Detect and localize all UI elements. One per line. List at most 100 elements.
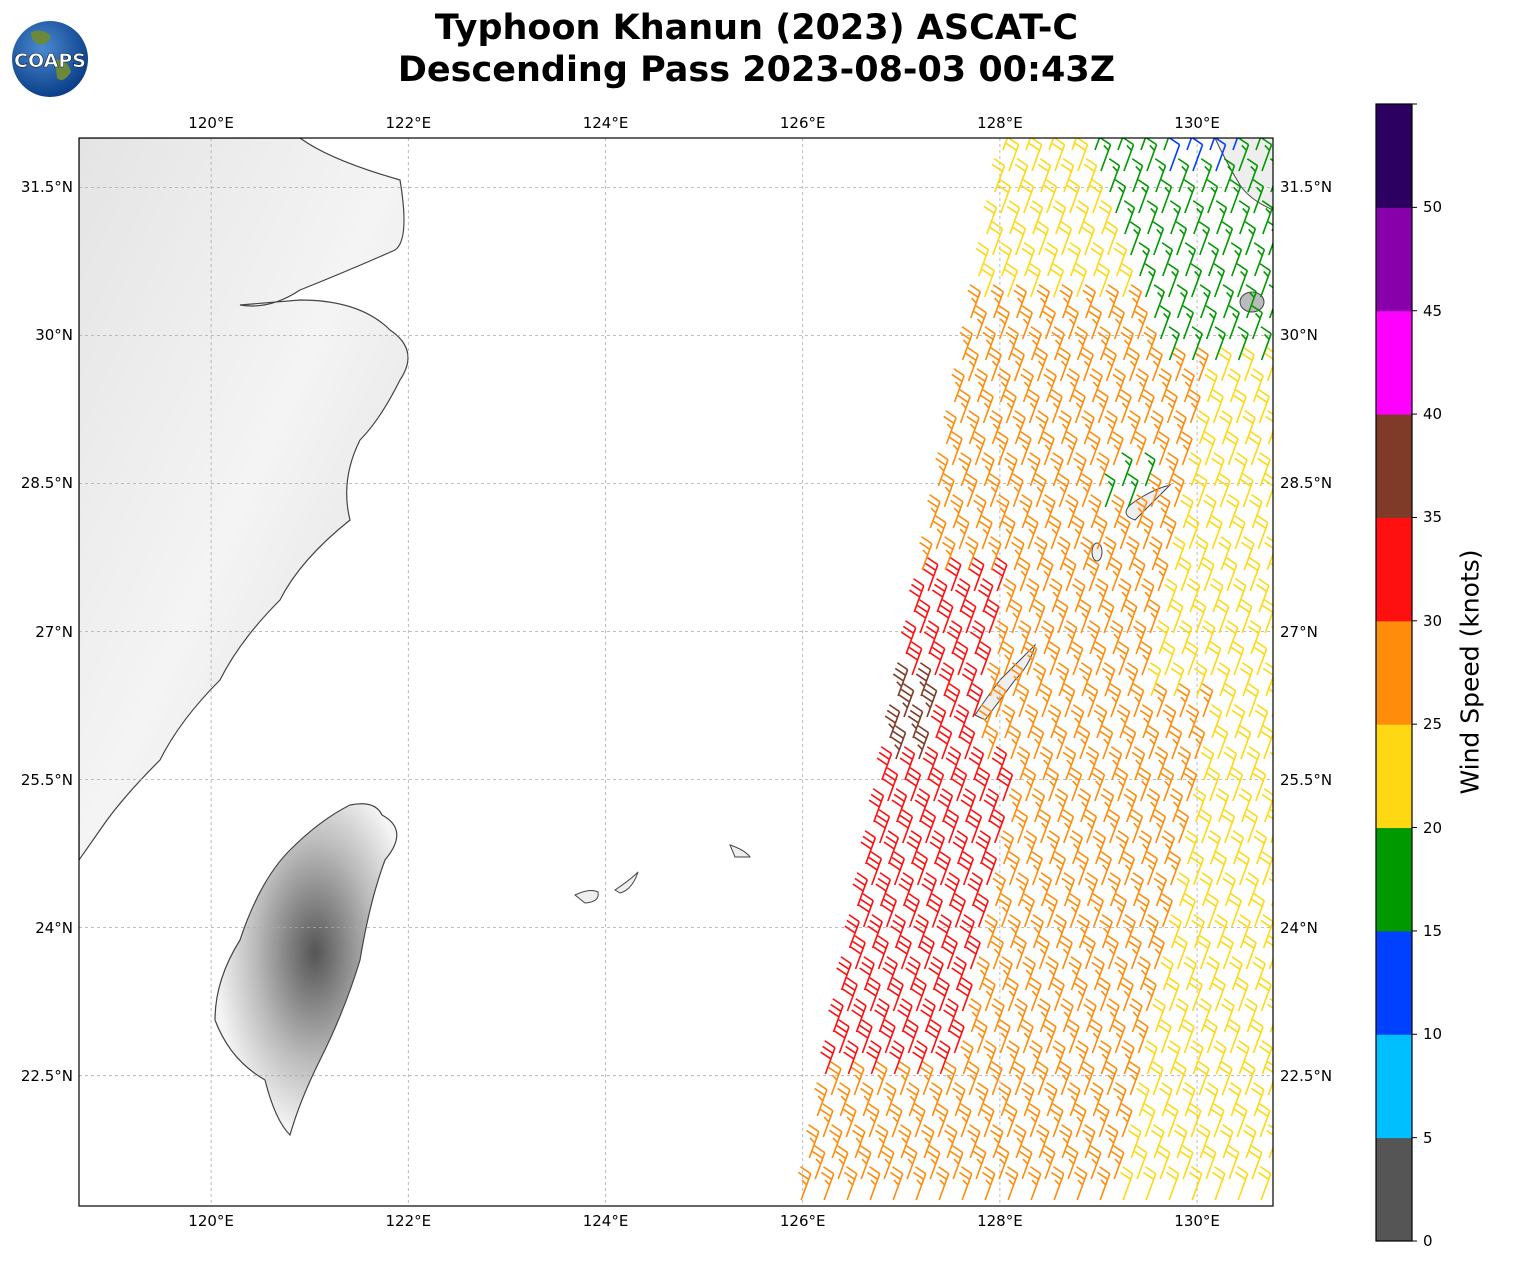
wind-barb xyxy=(1075,851,1090,886)
wind-barb xyxy=(1089,368,1103,403)
wind-barb xyxy=(867,914,883,949)
wind-barb xyxy=(927,1145,941,1180)
wind-barb xyxy=(952,641,969,676)
wind-barb xyxy=(1019,305,1033,340)
wind-barb xyxy=(1015,683,1030,718)
wind-barb xyxy=(1091,767,1106,802)
wind-barb xyxy=(919,536,933,571)
wind-barb xyxy=(866,1166,881,1201)
wind-barb xyxy=(1060,158,1075,193)
wind-barb xyxy=(874,1061,888,1096)
wind-barb xyxy=(1021,1082,1035,1117)
wind-barb xyxy=(1063,557,1077,592)
wind-barb xyxy=(1113,893,1127,928)
wind-barb xyxy=(889,851,906,886)
wind-barb xyxy=(1159,305,1171,340)
wind-barb xyxy=(1228,893,1242,928)
wind-barb xyxy=(992,872,1006,907)
wind-barb xyxy=(1039,746,1054,781)
wind-barb xyxy=(977,578,994,613)
wind-barb xyxy=(1004,1103,1018,1138)
wind-barb xyxy=(1043,179,1058,214)
wind-barb xyxy=(1168,138,1181,172)
wind-barb xyxy=(852,872,868,907)
wind-barb xyxy=(1224,557,1238,592)
wind-barb xyxy=(1190,263,1203,298)
wind-barb xyxy=(1244,809,1259,844)
colorbar-tick-label: 40 xyxy=(1423,405,1443,424)
wind-barb xyxy=(1258,977,1272,1012)
wind-barb xyxy=(1010,473,1024,508)
wind-barb xyxy=(1248,431,1262,466)
wind-barb xyxy=(890,725,907,760)
wind-barb xyxy=(941,473,955,508)
wind-barb xyxy=(1069,641,1084,676)
wind-barb xyxy=(1074,977,1088,1012)
wind-barb xyxy=(875,1124,889,1159)
wind-barb xyxy=(967,683,984,718)
wind-barb xyxy=(1228,305,1240,340)
wind-barb xyxy=(1072,389,1086,424)
wind-barb xyxy=(1167,1040,1181,1075)
wind-barb xyxy=(843,1166,858,1201)
wind-barb xyxy=(1138,830,1153,865)
wind-barb xyxy=(1080,347,1094,382)
wind-barb xyxy=(883,830,900,865)
wind-barb xyxy=(1064,431,1078,466)
wind-barb xyxy=(1073,263,1088,298)
wind-barb xyxy=(967,1124,981,1159)
wind-barb xyxy=(1195,347,1209,382)
wind-barb xyxy=(1263,473,1273,508)
lon-tick-label-top: 126°E xyxy=(779,114,826,132)
wind-barb xyxy=(1052,1040,1066,1075)
wind-barb xyxy=(1234,452,1248,487)
wind-barb xyxy=(1094,515,1108,550)
wind-barb xyxy=(1042,1145,1056,1180)
wind-barb xyxy=(1032,662,1047,697)
wind-barb xyxy=(912,1103,926,1138)
wind-barb xyxy=(851,998,867,1033)
wind-barb xyxy=(912,1166,927,1201)
wind-barb xyxy=(935,1040,951,1075)
wind-barb xyxy=(1230,641,1245,676)
wind-barb xyxy=(1227,368,1241,403)
wind-barb xyxy=(1182,1082,1196,1117)
wind-barb xyxy=(929,830,946,865)
wind-barb xyxy=(899,746,916,781)
lon-tick-label-top: 124°E xyxy=(582,114,629,132)
wind-barb xyxy=(1048,138,1055,151)
wind-barb xyxy=(1250,1019,1264,1054)
wind-barb xyxy=(999,956,1013,991)
wind-barb xyxy=(1141,389,1155,424)
wind-barb xyxy=(1243,1124,1257,1159)
wind-barb xyxy=(1253,641,1268,676)
wind-barb xyxy=(1081,221,1096,256)
wind-barb xyxy=(1050,263,1065,298)
wind-barb xyxy=(1004,263,1019,298)
wind-barb xyxy=(1050,452,1064,487)
wind-barb xyxy=(1100,599,1115,634)
wind-barb xyxy=(1209,515,1223,550)
wind-barb xyxy=(903,1019,919,1054)
wind-barb xyxy=(1089,1019,1103,1054)
wind-barb xyxy=(1168,914,1182,949)
wind-barb xyxy=(1152,221,1165,256)
wind-barb xyxy=(874,998,890,1033)
wind-barb xyxy=(1236,263,1249,298)
wind-barb xyxy=(1082,1124,1096,1159)
wind-barb xyxy=(1183,767,1198,802)
wind-barb xyxy=(1277,243,1287,276)
wind-barb xyxy=(1005,977,1019,1012)
wind-barb xyxy=(850,935,866,970)
wind-barb xyxy=(943,410,957,445)
wind-barb xyxy=(1035,1061,1049,1096)
wind-barb xyxy=(1081,410,1095,445)
wind-barb xyxy=(1160,956,1174,991)
wind-barb xyxy=(1104,473,1116,508)
wind-barb xyxy=(1048,515,1062,550)
wind-barb xyxy=(1145,725,1160,760)
wind-barb xyxy=(937,599,954,634)
wind-barb xyxy=(991,998,1005,1033)
wind-barb xyxy=(946,620,963,655)
wind-barb xyxy=(1182,893,1196,928)
